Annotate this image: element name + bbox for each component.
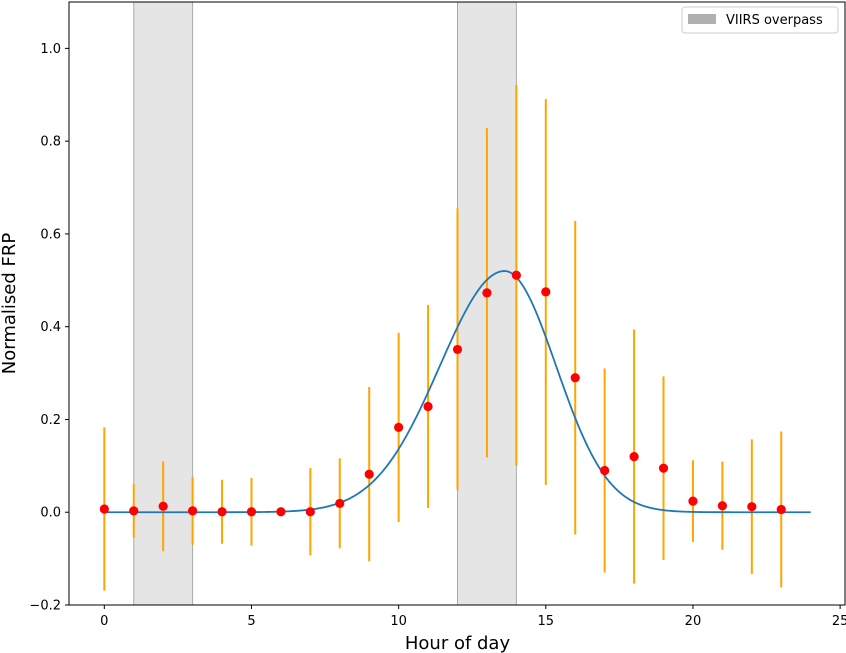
x-tick-label: 15 [538, 614, 555, 629]
x-tick-label: 25 [832, 614, 846, 629]
x-tick-label: 20 [685, 614, 702, 629]
legend-label: VIIRS overpass [726, 13, 823, 28]
y-tick-label: 1.0 [40, 42, 61, 57]
x-tick-label: 0 [100, 614, 108, 629]
data-point [570, 373, 580, 383]
data-point [747, 502, 757, 512]
y-tick-label: 0.4 [40, 320, 61, 335]
data-point [305, 507, 315, 517]
legend-swatch [688, 14, 716, 24]
error-bars [103, 85, 783, 591]
data-point [217, 507, 227, 517]
data-point [394, 422, 404, 432]
data-point [541, 287, 551, 297]
overpass-regions [133, 1, 517, 606]
data-point [423, 401, 433, 412]
data-point [188, 506, 198, 516]
data-point [364, 469, 374, 479]
data-point [717, 501, 727, 511]
data-point [688, 496, 698, 506]
y-axis-label: Normalised FRP [0, 233, 20, 375]
x-tick-label: 5 [247, 614, 255, 629]
data-point [246, 507, 257, 517]
data-point [482, 288, 492, 298]
x-tick-label: 10 [390, 614, 407, 629]
legend: VIIRS overpass [681, 6, 839, 34]
y-axis-ticks: −0.2 0.0 0.2 0.4 0.6 0.8 1.0 [29, 42, 69, 614]
x-axis-label: Hour of day [405, 633, 511, 653]
data-point [452, 344, 463, 355]
data-point [511, 270, 521, 280]
y-tick-label: 0.2 [40, 413, 61, 428]
data-point [129, 506, 139, 516]
y-tick-label: −0.2 [29, 599, 61, 614]
y-tick-label: 0.8 [40, 135, 61, 150]
plot-frame [68, 1, 846, 606]
data-point [158, 501, 168, 511]
data-points [99, 270, 786, 517]
data-point [658, 463, 669, 473]
data-point [629, 451, 639, 462]
data-point [276, 507, 286, 517]
x-axis-ticks: 0 5 10 15 20 25 [100, 605, 846, 629]
data-point [335, 498, 345, 509]
y-tick-label: 0.0 [40, 506, 61, 521]
data-point [600, 465, 610, 476]
data-point [776, 504, 786, 515]
legend-box [681, 6, 839, 34]
y-tick-label: 0.6 [40, 227, 61, 242]
data-point [99, 504, 109, 514]
